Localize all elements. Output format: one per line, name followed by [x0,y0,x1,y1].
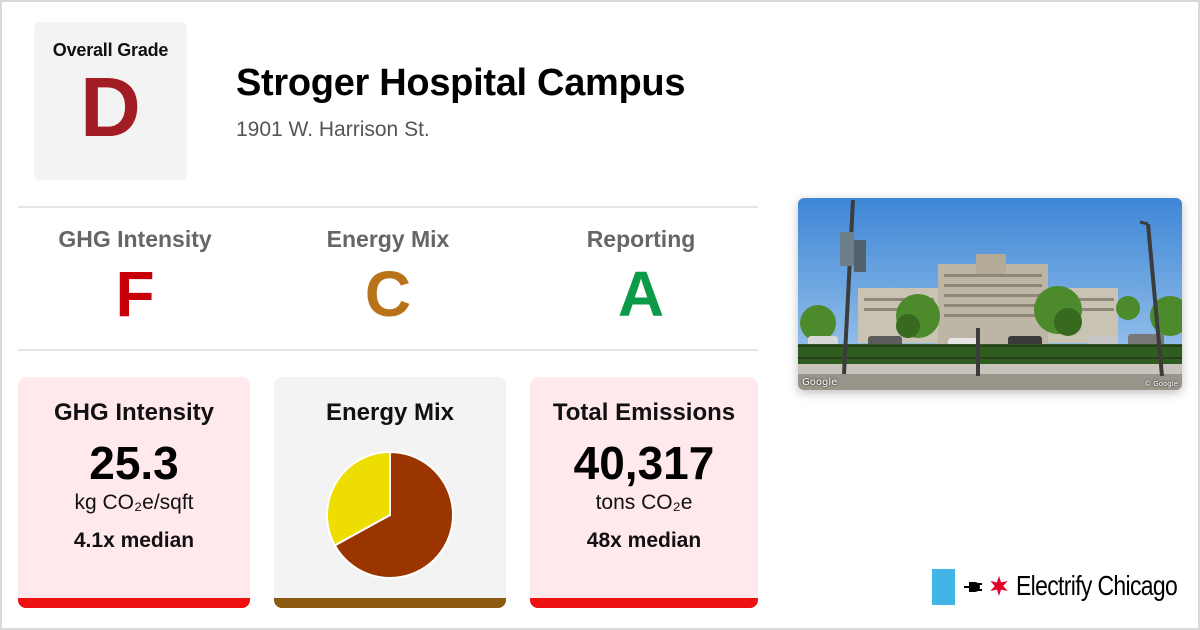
grade-letter: F [115,258,155,330]
overall-grade-label: Overall Grade [52,40,169,60]
card-value: 25.3 [89,437,179,489]
overall-grade-box: Overall Grade D [34,22,187,180]
card-unit: tons CO₂e [595,491,693,514]
total-emissions-card: Total Emissions 40,317 tons CO₂e 48x med… [530,377,758,608]
divider-top [18,206,758,208]
energy-mix-card: Energy Mix [274,377,506,608]
photo-copyright: © Google [1144,380,1178,388]
photo-watermark: Google [802,377,838,388]
grade-ghg-intensity: GHG Intensity F [15,226,255,329]
card-title: Total Emissions [552,399,736,426]
building-name: Stroger Hospital Campus [236,62,686,104]
grade-energy-mix: Energy Mix C [268,226,508,329]
grade-label: Energy Mix [326,226,450,252]
grade-reporting: Reporting A [521,226,761,329]
divider-bottom [18,349,758,351]
ghg-intensity-card: GHG Intensity 25.3 kg CO₂e/sqft 4.1x med… [18,377,250,608]
card-title: Energy Mix [325,399,455,426]
grade-label: Reporting [586,226,696,252]
red-star-icon [990,576,1008,596]
plug-icon [964,582,982,592]
card-unit: kg CO₂e/sqft [74,491,194,514]
card-median: 4.1x median [73,529,195,552]
chicago-flag-icon [932,569,955,605]
card-accent-bar [274,598,506,608]
card-title: GHG Intensity [53,399,215,426]
brand-name: Electrify Chicago [1016,570,1178,601]
pie-slice-1 [326,450,391,547]
grade-label: GHG Intensity [58,226,212,252]
pie-slice-0 [333,450,454,579]
grade-letter: A [617,258,665,330]
card-accent-bar [530,598,758,608]
overall-grade-letter: D [80,60,141,154]
energy-mix-pie [324,449,456,581]
card-median: 48x median [586,529,702,552]
building-address: 1901 W. Harrison St. [236,118,430,141]
card-accent-bar [18,598,250,608]
grade-letter: C [364,258,412,330]
card-value: 40,317 [573,437,715,489]
building-street-photo: Google © Google [798,198,1182,390]
